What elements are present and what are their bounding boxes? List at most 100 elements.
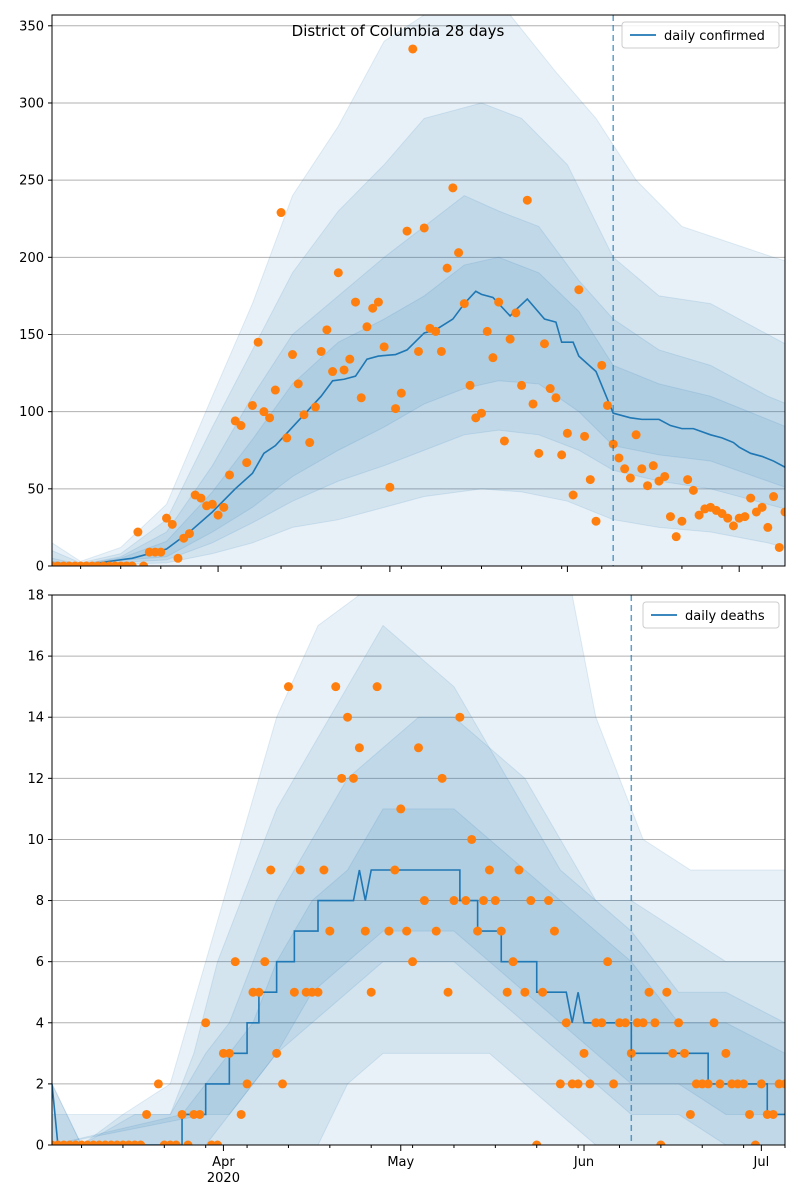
data-point [614, 453, 624, 463]
data-point [414, 743, 423, 753]
data-point [455, 712, 465, 722]
data-point [373, 297, 383, 307]
y-tick-label: 50 [27, 482, 44, 497]
data-point [343, 712, 353, 722]
data-point [496, 926, 506, 936]
data-point [585, 1079, 595, 1089]
data-point [517, 380, 527, 390]
data-point [337, 773, 347, 783]
data-points [52, 682, 785, 1145]
data-point [650, 1018, 660, 1028]
y-tick-label: 18 [27, 589, 44, 604]
data-point [295, 865, 305, 875]
data-points [52, 44, 785, 566]
uncertainty-band [52, 808, 785, 1145]
data-point [283, 682, 293, 692]
legend-label: daily deaths [685, 609, 765, 624]
data-point [366, 987, 376, 997]
y-tick-label: 300 [19, 96, 44, 111]
data-point [763, 522, 773, 532]
data-point [465, 380, 475, 390]
data-point [461, 896, 471, 906]
data-point [391, 404, 401, 414]
data-point [142, 1109, 152, 1119]
uncertainty-band [52, 716, 785, 1145]
data-point [528, 399, 538, 409]
data-point [360, 926, 370, 936]
data-point [520, 987, 530, 997]
data-point [127, 561, 137, 566]
data-point [356, 393, 366, 403]
uncertainty-band [52, 15, 785, 566]
data-point [254, 987, 264, 997]
data-point [484, 865, 494, 875]
data-point [505, 334, 515, 344]
data-point [408, 44, 418, 54]
data-point [328, 367, 338, 377]
data-point [289, 987, 299, 997]
data-point [674, 1018, 684, 1028]
data-point [585, 475, 595, 485]
data-point [331, 682, 341, 692]
data-point [265, 413, 275, 423]
y-tick-label: 0 [36, 560, 44, 575]
data-point [242, 1079, 252, 1089]
y-tick-label: 8 [36, 894, 44, 909]
data-point [534, 448, 544, 458]
data-point [494, 297, 504, 307]
data-point [396, 804, 406, 814]
data-point [224, 1048, 234, 1058]
data-point [750, 1140, 760, 1145]
data-point [723, 513, 733, 523]
legend-box [621, 21, 780, 49]
data-point [276, 208, 286, 218]
data-point [656, 1140, 666, 1145]
data-point [325, 926, 335, 936]
data-point [379, 342, 389, 352]
data-point [756, 1079, 766, 1089]
data-point [709, 1018, 719, 1028]
data-point [443, 987, 453, 997]
data-point [482, 326, 492, 336]
uncertainty-band [52, 102, 785, 566]
data-point [270, 385, 280, 395]
data-point [177, 1109, 187, 1119]
data-point [597, 1018, 607, 1028]
data-point [333, 268, 343, 278]
x-tick-label: Apr [212, 1155, 235, 1170]
data-point [499, 436, 509, 446]
data-point [545, 384, 555, 394]
y-tick-label: 350 [19, 19, 44, 34]
data-point [436, 346, 446, 356]
data-point [522, 195, 532, 205]
data-point [459, 299, 469, 309]
data-point [602, 400, 612, 410]
data-point [354, 743, 364, 753]
data-point [561, 1018, 571, 1028]
data-point [260, 957, 270, 967]
data-point [368, 303, 378, 313]
data-point [580, 431, 590, 441]
data-point [272, 1048, 282, 1058]
data-point [162, 513, 172, 523]
chart-title: District of Columbia 28 days [292, 22, 505, 40]
data-point [167, 519, 177, 529]
data-point [467, 834, 477, 844]
data-point [339, 365, 349, 375]
data-point [213, 510, 223, 520]
legend-label: daily confirmed [664, 29, 765, 44]
data-point [351, 297, 361, 307]
data-point [538, 987, 548, 997]
data-point [396, 388, 406, 398]
data-point [539, 339, 549, 349]
x-year-label: 2020 [207, 1171, 240, 1186]
data-point [757, 502, 767, 512]
chart-panel-2: 0 2 4 6 8 10 12 14 16 18 Apr May Jun Jul 2020 daily dea… [27, 589, 786, 1186]
data-point [305, 438, 315, 448]
data-point [293, 379, 303, 389]
data-point [390, 865, 400, 875]
data-point [479, 896, 489, 906]
data-point [739, 1079, 749, 1089]
data-point [431, 326, 441, 336]
data-point [573, 1079, 583, 1089]
